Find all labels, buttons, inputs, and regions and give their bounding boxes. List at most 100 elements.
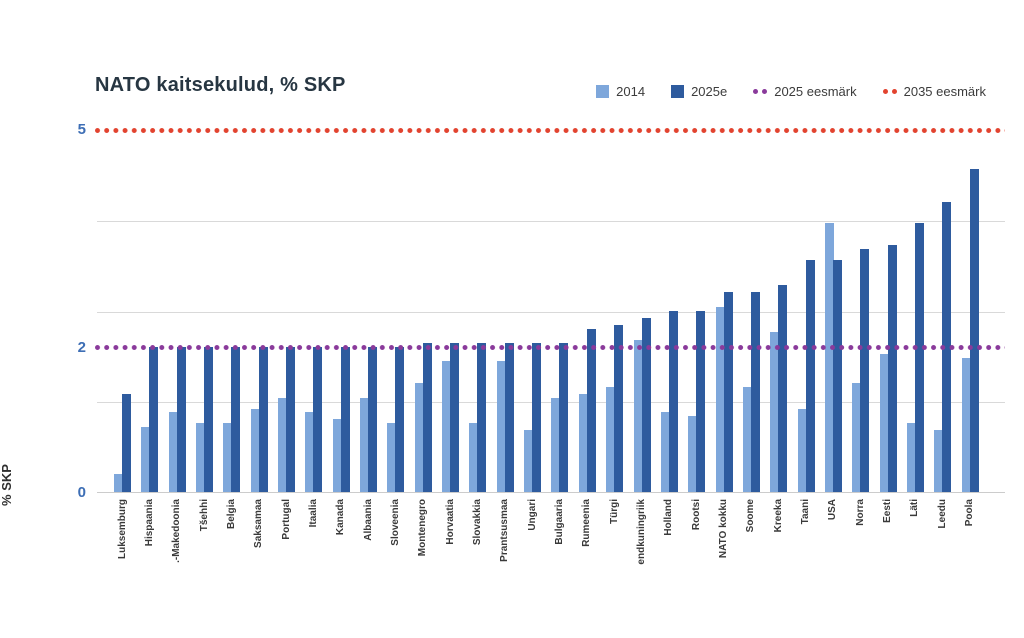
- x-axis-label: Bulgaaria: [553, 499, 565, 545]
- bar-2014: [223, 423, 233, 492]
- bar-2025e: [805, 259, 815, 492]
- bar-2025e: [477, 343, 487, 492]
- x-axis-label: Läti: [909, 499, 921, 517]
- x-axis-label: Sloveenia: [389, 499, 401, 546]
- bar-2014: [797, 408, 807, 492]
- bar-2025e: [696, 310, 706, 492]
- x-axis-label: Norra: [854, 499, 866, 526]
- x-axis-label: Saksamaa: [253, 499, 265, 548]
- x-axis-label: endkuningriik: [636, 499, 647, 565]
- bar-2025e: [969, 168, 979, 492]
- bar-group-itaalia: [301, 130, 328, 493]
- dot-icon: [762, 89, 768, 94]
- bar-2014: [688, 415, 698, 492]
- bar-2025e: [914, 223, 924, 492]
- bar-2025e: [832, 259, 842, 492]
- bar-2025e: [668, 310, 678, 492]
- x-axis-label: Soome: [745, 499, 757, 533]
- x-axis-label: Portugal: [280, 499, 292, 540]
- bar-group-sloveenia: [383, 130, 410, 493]
- bar-2025e: [750, 292, 760, 492]
- dot-icon: [753, 89, 759, 94]
- bar-group-horvaatia: [438, 130, 465, 493]
- bar-2014: [196, 423, 205, 492]
- target-line-2025-eesmärk: [95, 345, 1005, 351]
- bar-group-kreeka: [766, 130, 793, 493]
- gridline: [97, 402, 1005, 404]
- bar-2014: [578, 394, 588, 492]
- bar-group--makedoonia: [165, 130, 192, 493]
- bar-group-eesti: [876, 130, 903, 493]
- x-axis-label: Prantsusmaa: [499, 499, 511, 562]
- x-axis-label: Horvaatia: [444, 499, 456, 545]
- bar-group-rootsi: [684, 130, 711, 493]
- plot-area: [95, 127, 1005, 493]
- x-axis-label: Taani: [800, 499, 811, 525]
- bar-2014: [961, 357, 971, 492]
- y-tick-5: 5: [77, 121, 86, 138]
- bar-2014: [934, 430, 944, 492]
- bar-group-prantsusmaa: [493, 130, 520, 493]
- bar-2025e: [258, 346, 268, 492]
- bar-2014: [660, 412, 670, 492]
- bar-2025e: [641, 317, 651, 492]
- x-axis-label: Kanada: [335, 499, 347, 536]
- bar-2014: [278, 397, 287, 492]
- x-axis-label: Türgi: [608, 499, 620, 524]
- bar-2025e: [149, 346, 159, 492]
- bar-2025e: [559, 343, 569, 492]
- bar-2025e: [450, 343, 460, 492]
- chart-title: NATO kaitsekulud, % SKP: [95, 74, 346, 96]
- bar-group-hispaania: [137, 130, 164, 493]
- x-axis-label: Ungari: [526, 499, 538, 531]
- bar-2025e: [504, 343, 514, 492]
- bar-2014: [387, 423, 397, 492]
- bar-group-soome: [739, 130, 766, 493]
- x-axis-label: NATO kokku: [718, 499, 729, 559]
- bar-2025e: [176, 346, 186, 492]
- bar-group-norra: [848, 130, 875, 493]
- bar-2014: [633, 339, 643, 492]
- bar-2025e: [122, 394, 131, 492]
- gridline: [97, 311, 1005, 313]
- legend-item-2025e: 2025e: [671, 84, 727, 99]
- x-axis-label: Poola: [964, 499, 975, 527]
- bar-2014: [305, 412, 315, 492]
- gridline: [97, 220, 1005, 222]
- bar-2025e: [340, 346, 350, 492]
- bar-2014: [524, 430, 534, 492]
- bar-group-ungari: [520, 130, 547, 493]
- bar-2014: [742, 386, 752, 492]
- x-axis-label: Albaania: [362, 499, 374, 541]
- bar-2014: [852, 383, 862, 492]
- bar-2014: [496, 361, 506, 492]
- y-axis-title: % SKP: [0, 464, 14, 506]
- bar-group-usa: [821, 130, 848, 493]
- x-axis-label: Holland: [663, 499, 675, 536]
- x-axis-label: Itaalia: [307, 499, 319, 528]
- bar-group-albaania: [356, 130, 383, 493]
- bar-group-endkuningriik: [630, 130, 657, 493]
- legend-label: 2014: [616, 84, 646, 99]
- bar-2014: [114, 473, 123, 492]
- bar-2014: [414, 383, 424, 492]
- bar-2014: [551, 397, 561, 492]
- y-tick-2: 2: [77, 338, 86, 356]
- bar-2025e: [860, 248, 870, 492]
- x-axis-label: Hispaania: [143, 499, 155, 547]
- bar-2014: [168, 412, 178, 492]
- x-axis-label: Luksemburg: [116, 499, 128, 560]
- bar-group-saksamaa: [247, 130, 274, 493]
- legend-swatch-icon: [671, 85, 685, 98]
- x-axis-label: Slovakkia: [471, 499, 483, 546]
- y-tick-0: 0: [77, 484, 86, 501]
- bar-2014: [824, 223, 834, 492]
- x-axis-label: Tšehhi: [198, 499, 210, 532]
- bar-2014: [442, 361, 452, 492]
- bar-2025e: [422, 343, 432, 492]
- legend-label: 2035 eesmärk: [903, 84, 986, 99]
- bar-2014: [715, 306, 725, 492]
- bar-group-bulgaaria: [547, 130, 574, 493]
- bar-group-poola: [958, 130, 985, 493]
